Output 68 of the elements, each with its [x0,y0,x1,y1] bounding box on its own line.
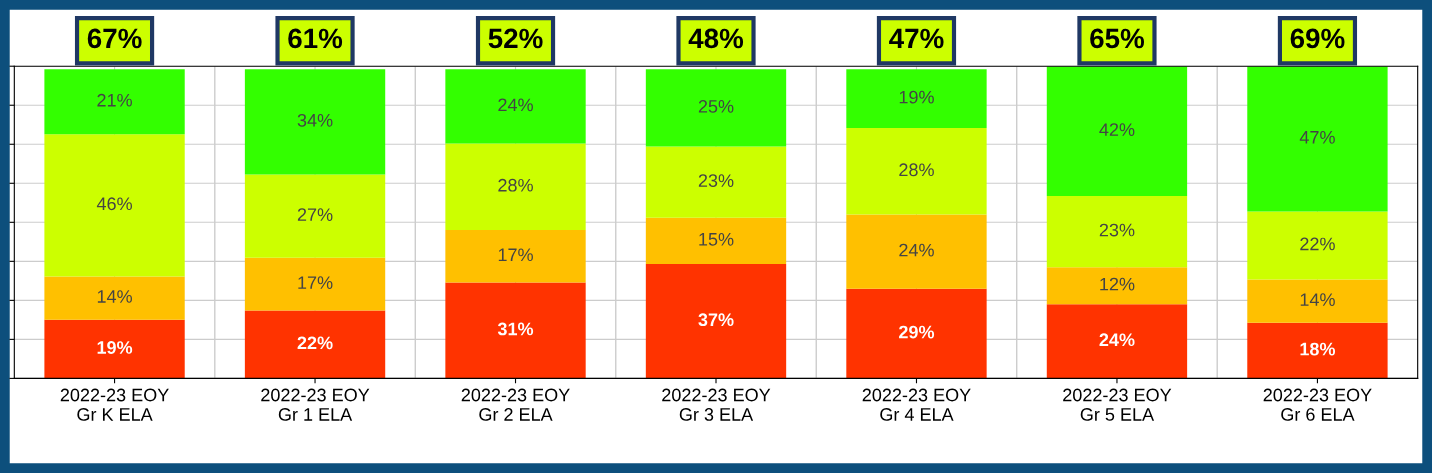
text: 47% [889,28,944,49]
data-label: 23% [1099,223,1135,237]
data-label: 17% [498,248,533,262]
data-label: 24% [1099,333,1135,347]
data-label: 21% [97,93,132,107]
bar [645,264,787,379]
bar [846,214,987,289]
data-label: 22% [1300,237,1335,251]
data-label: 22% [297,336,333,350]
data-label: 47% [1299,131,1335,144]
bar [244,69,386,175]
text: 48% [688,28,744,49]
text: 65% [1090,28,1145,49]
bar [1247,322,1388,379]
x-tick-label: 2022-23 EOY Gr 1 ELA [261,388,370,421]
x-tick-label: 2022-23 EOY Gr 3 ELA [662,388,771,421]
data-label: 12% [1100,277,1135,291]
bar [846,69,987,129]
data-label: 19% [97,341,133,354]
data-label: 14% [1300,293,1335,306]
bar [44,69,185,135]
x-tick-label: 2022-23 EOY Gr 4 ELA [862,388,971,421]
data-label: 25% [698,100,734,113]
bar [846,288,987,379]
bar [445,69,586,144]
data-label: 14% [97,290,132,303]
data-label: 17% [298,276,333,289]
bar [1046,267,1188,305]
x-tick-label: 2022-23 EOY Gr K ELA [60,388,169,421]
data-label: 42% [1099,123,1135,136]
bar [44,276,185,320]
bar [244,257,386,311]
bar [1046,196,1188,268]
data-label: 31% [497,322,534,336]
bar [445,282,586,379]
data-label: 34% [297,113,333,127]
x-tick-label: 2022-23 EOY Gr 5 ELA [1063,388,1172,421]
bar [645,69,787,147]
bar [1247,211,1388,280]
data-label: 28% [498,178,533,192]
x-tick-label: 2022-23 EOY Gr 2 ELA [461,388,570,421]
bar [44,134,185,277]
text: 52% [488,28,543,49]
data-label: 24% [899,243,934,257]
data-label: 46% [96,197,132,211]
data-label: 37% [698,313,734,327]
bar [1046,304,1188,379]
bar [445,230,586,283]
bar [44,319,185,379]
bar [1247,279,1388,323]
bar [645,217,787,265]
text: 69% [1290,28,1345,49]
text: 67% [87,28,142,49]
bar [445,143,586,231]
data-label: 19% [899,90,934,104]
data-label: 18% [1300,342,1336,356]
bar [645,146,787,218]
bar [244,310,386,379]
bar [244,174,386,258]
data-label: 15% [699,233,734,246]
data-label: 28% [899,163,934,177]
text: 61% [288,28,343,49]
data-label: 23% [698,174,734,187]
data-label: 24% [498,98,533,112]
x-tick-label: 2022-23 EOY Gr 6 ELA [1263,388,1372,421]
data-label: 29% [899,325,935,339]
bar [846,128,987,215]
data-label: 27% [297,208,333,221]
